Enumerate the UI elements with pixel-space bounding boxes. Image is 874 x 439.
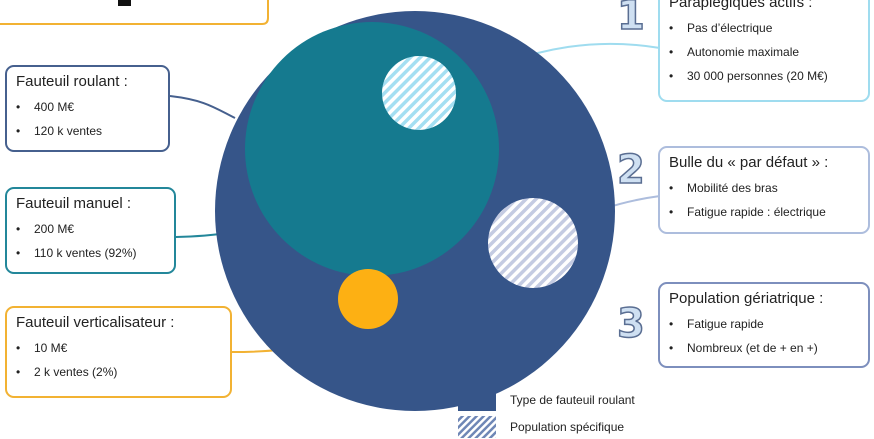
- list-item: 30 000 personnes (20 M€): [660, 64, 868, 88]
- list-item: Autonomie maximale: [660, 40, 868, 64]
- box-items: Pas d’électrique Autonomie maximale 30 0…: [660, 16, 868, 88]
- cropped-title-box: [0, 0, 269, 25]
- list-item: Fatigue rapide : électrique: [660, 200, 868, 224]
- box-paraplegiques-actifs: Paraplégiques actifs : Pas d’électrique …: [658, 0, 870, 102]
- hatched-circle-bulle-defaut: [488, 198, 578, 288]
- box-title: Paraplégiques actifs :: [669, 0, 813, 11]
- list-item: 10 M€: [7, 336, 230, 360]
- list-item: 2 k ventes (2%): [7, 360, 230, 384]
- box-title: Fauteuil roulant :: [16, 73, 128, 90]
- list-item: 400 M€: [7, 95, 168, 119]
- list-item: 110 k ventes (92%): [7, 241, 174, 265]
- inner-circle-fauteuil-manuel: [245, 22, 499, 276]
- box-fauteuil-verticalisateur: Fauteuil verticalisateur : 10 M€ 2 k ven…: [5, 306, 232, 398]
- box-items: 10 M€ 2 k ventes (2%): [7, 336, 230, 384]
- circle-fauteuil-verticalisateur: [338, 269, 398, 329]
- cropped-title-glyph: [118, 0, 131, 6]
- number-3-icon: 3: [616, 301, 645, 347]
- list-item: 120 k ventes: [7, 119, 168, 143]
- box-title: Fauteuil manuel :: [16, 195, 132, 212]
- list-item: 200 M€: [7, 217, 174, 241]
- box-items: 200 M€ 110 k ventes (92%): [7, 217, 174, 265]
- box-items: Fatigue rapide Nombreux (et de + en +): [660, 312, 868, 360]
- list-item: Fatigue rapide: [660, 312, 868, 336]
- legend-solid-swatch: [458, 389, 496, 411]
- list-item: Pas d’électrique: [660, 16, 868, 40]
- number-1-icon: 1: [616, 0, 645, 39]
- connector-fauteuil-roulant: [169, 95, 236, 119]
- box-fauteuil-roulant: Fauteuil roulant : 400 M€ 120 k ventes: [5, 65, 170, 152]
- box-bulle-par-defaut: Bulle du « par défaut » : Mobilité des b…: [658, 146, 870, 234]
- legend-hatched-swatch: [458, 416, 496, 438]
- box-title: Population gériatrique :: [669, 290, 824, 307]
- number-2-icon: 2: [616, 147, 645, 193]
- list-item: Nombreux (et de + en +): [660, 336, 868, 360]
- legend-label-population: Population spécifique: [510, 420, 625, 434]
- list-item: Mobilité des bras: [660, 176, 868, 200]
- box-items: Mobilité des bras Fatigue rapide : élect…: [660, 176, 868, 224]
- hatched-circle-paraplegiques: [382, 56, 456, 130]
- box-items: 400 M€ 120 k ventes: [7, 95, 168, 143]
- box-population-geriatrique: Population gériatrique : Fatigue rapide …: [658, 282, 870, 368]
- box-title: Fauteuil verticalisateur :: [16, 314, 175, 331]
- box-title: Bulle du « par défaut » :: [669, 154, 829, 171]
- legend-label-type: Type de fauteuil roulant: [510, 393, 635, 407]
- box-fauteuil-manuel: Fauteuil manuel : 200 M€ 110 k ventes (9…: [5, 187, 176, 274]
